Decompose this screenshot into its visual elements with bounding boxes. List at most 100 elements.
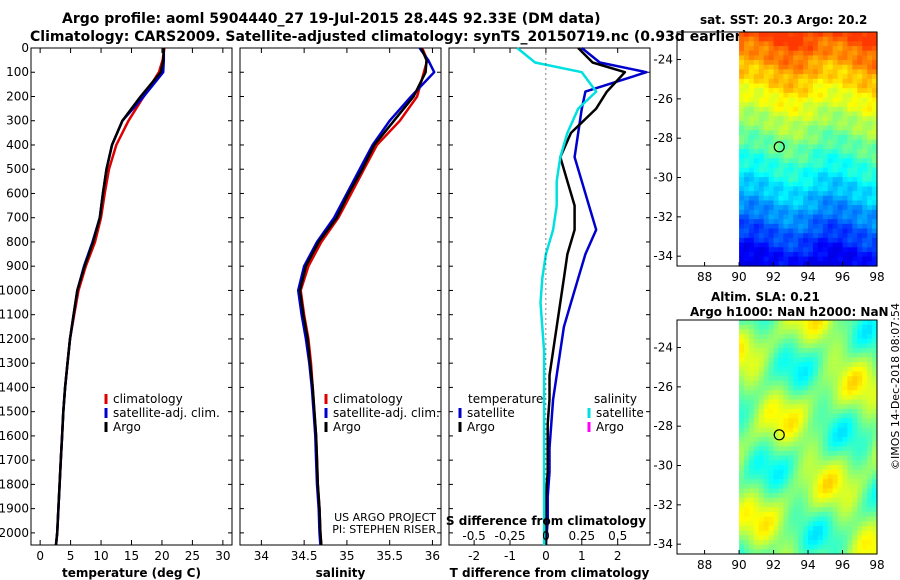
- sla-cell: [847, 352, 853, 359]
- sla-cell: [773, 488, 780, 494]
- sla-cell: [739, 535, 745, 541]
- sla-cell: [773, 385, 780, 391]
- sla-cell: [827, 497, 834, 504]
- sla-cell: [744, 385, 750, 391]
- sst-cell: [817, 120, 824, 127]
- sst-cell: [832, 158, 839, 164]
- sla-cell: [822, 394, 829, 401]
- sst-cell: [744, 125, 750, 131]
- sst-field: [739, 32, 878, 267]
- sla-cell: [758, 521, 765, 527]
- sla-cell: [862, 535, 868, 541]
- sla-cell: [852, 502, 858, 508]
- sst-cell: [812, 55, 819, 61]
- sst-cell: [832, 41, 839, 47]
- sst-cell: [778, 116, 785, 122]
- sla-cell: [788, 451, 794, 457]
- sla-cell: [803, 451, 809, 457]
- sst-cell: [739, 223, 745, 230]
- sla-cell: [778, 390, 785, 396]
- sla-cell: [808, 320, 814, 326]
- sst-cell: [803, 102, 809, 108]
- sla-cell: [862, 394, 868, 401]
- sla-cell: [783, 474, 789, 480]
- sst-cell: [773, 237, 780, 244]
- sst-cell: [822, 55, 829, 61]
- sst-cell: [793, 88, 799, 94]
- sst-cell: [832, 134, 839, 141]
- sla-cell: [862, 539, 868, 546]
- sla-cell: [867, 488, 873, 494]
- sla-cell: [837, 549, 844, 555]
- sla-cell: [739, 525, 745, 532]
- sla-cell: [862, 371, 868, 377]
- sst-cell: [852, 209, 858, 216]
- sla-cell: [842, 521, 849, 527]
- sla-cell: [798, 404, 804, 410]
- sla-cell: [803, 408, 809, 415]
- sst-cell: [812, 97, 819, 103]
- sla-cell: [867, 399, 873, 405]
- sst-cell: [758, 200, 765, 206]
- temp-legend-label: satellite-adj. clim.: [113, 406, 220, 420]
- sla-cell: [793, 343, 799, 349]
- sst-cell: [857, 200, 863, 206]
- sst-cell: [773, 153, 780, 159]
- sst-cell: [778, 97, 785, 103]
- sst-cell: [817, 219, 824, 225]
- sla-cell: [852, 474, 858, 480]
- sst-cell: [803, 46, 809, 52]
- sla-cell: [847, 441, 853, 447]
- sla-cell: [832, 535, 839, 541]
- sst-cell: [872, 74, 878, 80]
- sst-cell: [817, 55, 824, 61]
- sla-cell: [862, 366, 868, 373]
- sst-cell: [763, 55, 770, 61]
- sst-cell: [768, 50, 775, 56]
- sla-cell: [812, 437, 819, 443]
- sla-cell: [778, 544, 785, 550]
- sst-cell: [768, 78, 775, 85]
- sst-map-xtick-label: 94: [800, 270, 815, 284]
- sla-cell: [773, 390, 780, 396]
- sla-cell: [862, 399, 868, 405]
- sst-cell: [832, 88, 839, 94]
- sst-cell: [793, 186, 799, 192]
- sla-cell: [857, 343, 863, 349]
- sla-cell: [808, 413, 814, 419]
- sla-cell: [744, 460, 750, 466]
- sla-cell: [822, 348, 829, 354]
- sst-cell: [857, 209, 863, 216]
- sst-cell: [837, 256, 844, 262]
- sst-cell: [763, 74, 770, 80]
- sla-cell: [753, 413, 760, 419]
- sla-cell: [778, 441, 785, 447]
- sla-cell: [763, 441, 770, 447]
- sla-cell: [803, 376, 809, 382]
- sst-cell: [783, 177, 789, 183]
- sla-cell: [852, 385, 858, 391]
- sst-cell: [793, 261, 799, 267]
- sst-cell: [803, 233, 809, 239]
- sla-cell: [852, 338, 858, 344]
- sla-cell: [798, 451, 804, 457]
- sla-cell: [872, 511, 878, 518]
- sst-cell: [857, 134, 863, 141]
- sla-cell: [773, 539, 780, 546]
- sla-cell: [872, 479, 878, 485]
- sla-cell: [744, 441, 750, 447]
- sst-cell: [852, 130, 858, 136]
- sla-cell: [867, 343, 873, 349]
- sst-cell: [748, 158, 755, 164]
- sst-cell: [783, 181, 789, 188]
- sla-cell: [783, 432, 789, 438]
- sst-cell: [758, 74, 765, 80]
- sst-cell: [753, 55, 760, 61]
- sst-cell: [867, 92, 873, 99]
- sst-cell: [867, 209, 873, 216]
- sla-cell: [837, 408, 844, 415]
- sst-cell: [852, 186, 858, 192]
- sst-cell: [842, 163, 849, 169]
- sst-cell: [748, 223, 755, 230]
- sla-cell: [822, 413, 829, 419]
